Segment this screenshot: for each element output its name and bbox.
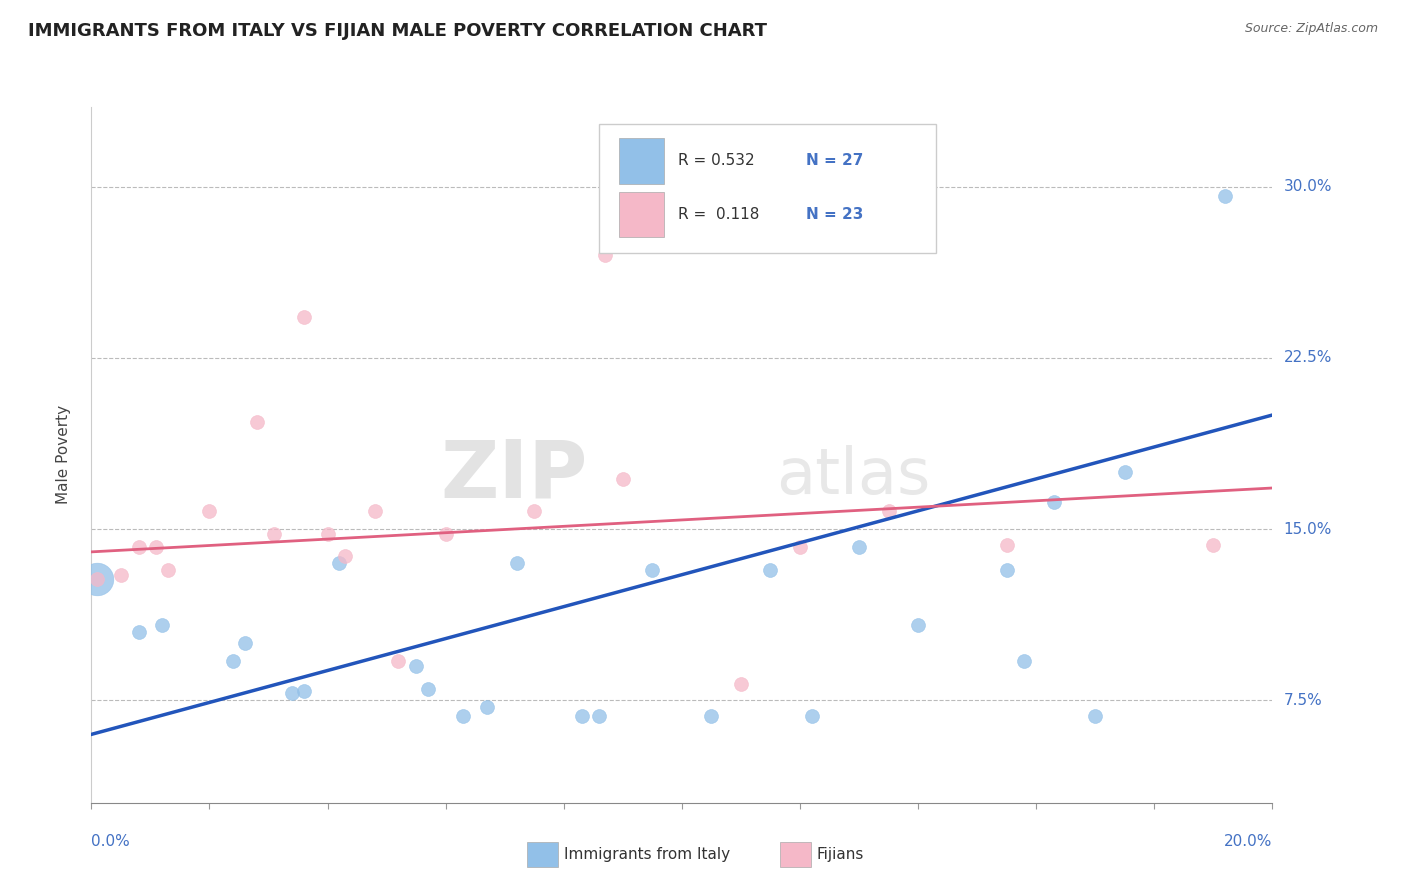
Point xyxy=(1202,538,1225,552)
FancyBboxPatch shape xyxy=(599,124,936,253)
Point xyxy=(128,624,150,639)
Point xyxy=(593,248,616,262)
Text: 0.0%: 0.0% xyxy=(91,834,131,849)
Point xyxy=(1213,189,1236,203)
Text: R = 0.532: R = 0.532 xyxy=(678,153,755,169)
Point xyxy=(1084,709,1107,723)
Point xyxy=(157,563,180,577)
Point xyxy=(1014,654,1036,668)
Point xyxy=(246,415,269,429)
Point xyxy=(416,681,439,696)
Point xyxy=(453,709,475,723)
Point xyxy=(434,526,457,541)
Text: 7.5%: 7.5% xyxy=(1284,693,1322,707)
Point xyxy=(198,504,221,518)
Point xyxy=(848,541,870,555)
Point xyxy=(907,618,929,632)
Point xyxy=(328,556,350,570)
Point xyxy=(405,659,427,673)
Point xyxy=(86,572,108,586)
Point xyxy=(281,686,304,700)
Point xyxy=(700,709,723,723)
Point xyxy=(505,556,527,570)
Point xyxy=(789,541,811,555)
Point xyxy=(571,709,593,723)
Text: ZIP: ZIP xyxy=(440,437,588,515)
Point xyxy=(387,654,409,668)
Text: atlas: atlas xyxy=(776,445,931,507)
Text: 20.0%: 20.0% xyxy=(1225,834,1272,849)
Text: N = 23: N = 23 xyxy=(806,207,863,222)
Text: 30.0%: 30.0% xyxy=(1284,179,1331,194)
Point xyxy=(110,567,132,582)
Text: Immigrants from Italy: Immigrants from Italy xyxy=(564,847,730,862)
Text: 22.5%: 22.5% xyxy=(1284,351,1331,366)
Point xyxy=(800,709,823,723)
Text: Fijians: Fijians xyxy=(817,847,865,862)
Y-axis label: Male Poverty: Male Poverty xyxy=(56,405,70,505)
Point xyxy=(612,472,634,486)
Text: 15.0%: 15.0% xyxy=(1284,522,1331,537)
Point xyxy=(1043,494,1066,508)
Point xyxy=(364,504,387,518)
Point xyxy=(233,636,256,650)
Point xyxy=(316,526,339,541)
Point xyxy=(641,563,664,577)
Text: Source: ZipAtlas.com: Source: ZipAtlas.com xyxy=(1244,22,1378,36)
Text: N = 27: N = 27 xyxy=(806,153,863,169)
Point xyxy=(588,709,610,723)
Point xyxy=(759,180,782,194)
Point xyxy=(150,618,173,632)
Point xyxy=(222,654,245,668)
Point xyxy=(759,563,782,577)
Text: R =  0.118: R = 0.118 xyxy=(678,207,759,222)
Bar xyxy=(619,138,664,184)
Point xyxy=(730,677,752,691)
Text: IMMIGRANTS FROM ITALY VS FIJIAN MALE POVERTY CORRELATION CHART: IMMIGRANTS FROM ITALY VS FIJIAN MALE POV… xyxy=(28,22,768,40)
Point xyxy=(995,563,1018,577)
Point xyxy=(523,504,546,518)
Point xyxy=(128,541,150,555)
Point xyxy=(292,684,315,698)
Point xyxy=(475,700,498,714)
Point xyxy=(877,504,900,518)
Point xyxy=(335,549,357,564)
Point xyxy=(86,572,108,586)
Point xyxy=(995,538,1018,552)
Bar xyxy=(619,192,664,237)
Point xyxy=(263,526,285,541)
Point xyxy=(292,310,315,324)
Point xyxy=(1114,465,1136,479)
Point xyxy=(145,541,167,555)
